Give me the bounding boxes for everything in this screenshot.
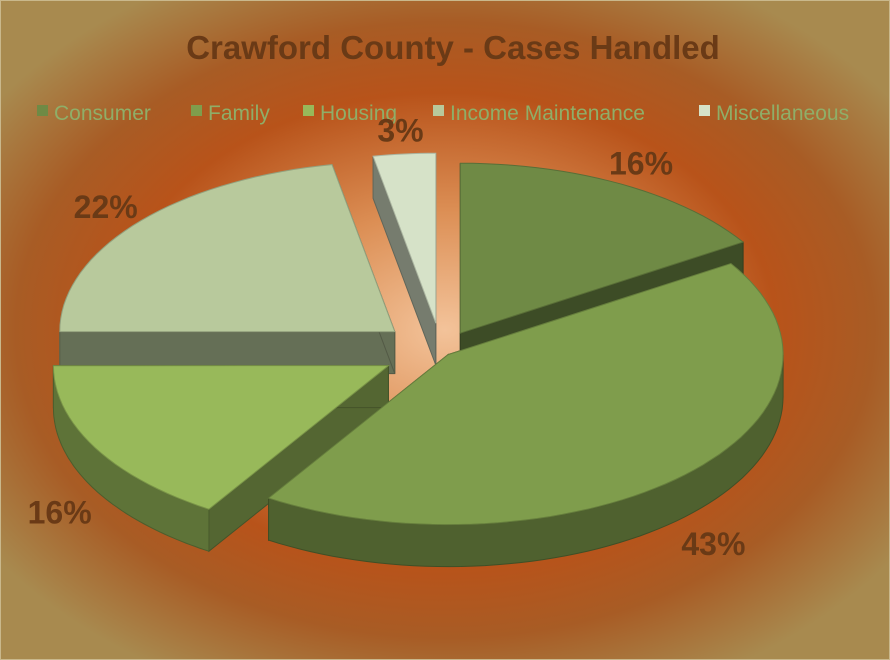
pie-slices [52, 152, 784, 568]
slice-income-maintenance [59, 164, 396, 375]
data-label-miscellaneous: 3% [377, 113, 423, 149]
legend-label-income-maintenance: Income Maintenance [450, 102, 645, 125]
slice-top-family [267, 262, 784, 526]
legend-swatch-income-maintenance [433, 105, 444, 116]
data-label-income-maintenance: 22% [74, 189, 138, 225]
legend-swatch-housing [303, 105, 314, 116]
legend-label-family: Family [208, 102, 270, 125]
slice-housing [52, 364, 390, 553]
chart-legend: Consumer Family Housing Income Maintenance M… [37, 102, 849, 125]
slice-top-miscellaneous [372, 152, 437, 324]
legend-swatch-miscellaneous [699, 105, 710, 116]
slice-family [267, 262, 784, 568]
legend-label-consumer: Consumer [54, 102, 151, 125]
slice-top-housing [52, 365, 390, 510]
legend-swatch-consumer [37, 105, 48, 116]
legend-label-miscellaneous: Miscellaneous [716, 102, 849, 125]
data-labels: 3% 16% 22% 16% 43% [28, 113, 746, 563]
data-label-housing: 16% [28, 494, 92, 530]
slice-top-income-maintenance [59, 164, 396, 333]
data-label-family: 43% [681, 526, 745, 562]
legend-label-housing: Housing [320, 102, 397, 125]
chart-title: Crawford County - Cases Handled [186, 29, 720, 66]
slice-miscellaneous [372, 152, 437, 366]
data-label-consumer: 16% [609, 145, 673, 181]
slice-top-consumer [459, 162, 745, 334]
legend-swatch-family [191, 105, 202, 116]
